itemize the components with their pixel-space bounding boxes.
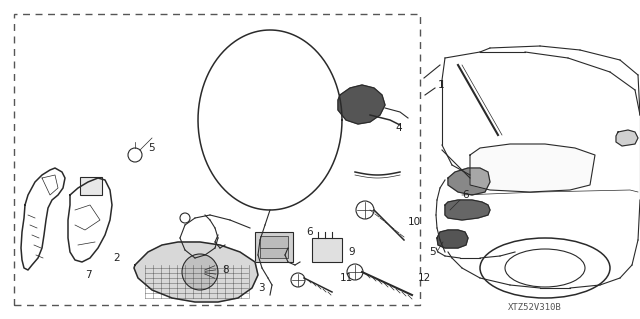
Bar [14, 14, 420, 305]
Text: 1: 1 [438, 80, 445, 90]
Text: 12: 12 [418, 273, 431, 283]
Text: 5: 5 [429, 247, 436, 257]
Text: 11: 11 [340, 273, 353, 283]
Text: 5: 5 [148, 143, 155, 153]
Text: XTZ52V310B: XTZ52V310B [508, 303, 562, 313]
Bar [255, 232, 293, 262]
Polygon shape [470, 144, 595, 192]
Bar [260, 236, 288, 258]
Polygon shape [448, 168, 490, 195]
Polygon shape [616, 130, 638, 146]
Polygon shape [445, 200, 490, 220]
Text: 6: 6 [306, 227, 312, 237]
Polygon shape [134, 242, 258, 302]
Text: 10: 10 [408, 217, 421, 227]
Text: 7: 7 [85, 270, 92, 280]
Text: 2: 2 [113, 253, 120, 263]
Text: 4: 4 [395, 123, 402, 133]
Text: 3: 3 [258, 283, 264, 293]
Text: 9: 9 [348, 247, 355, 257]
Text: 6: 6 [463, 190, 469, 200]
Bar [80, 177, 102, 195]
Text: 8: 8 [222, 265, 228, 275]
Polygon shape [437, 230, 468, 248]
Bar [312, 238, 342, 262]
Polygon shape [338, 85, 385, 124]
Circle shape [182, 254, 218, 290]
